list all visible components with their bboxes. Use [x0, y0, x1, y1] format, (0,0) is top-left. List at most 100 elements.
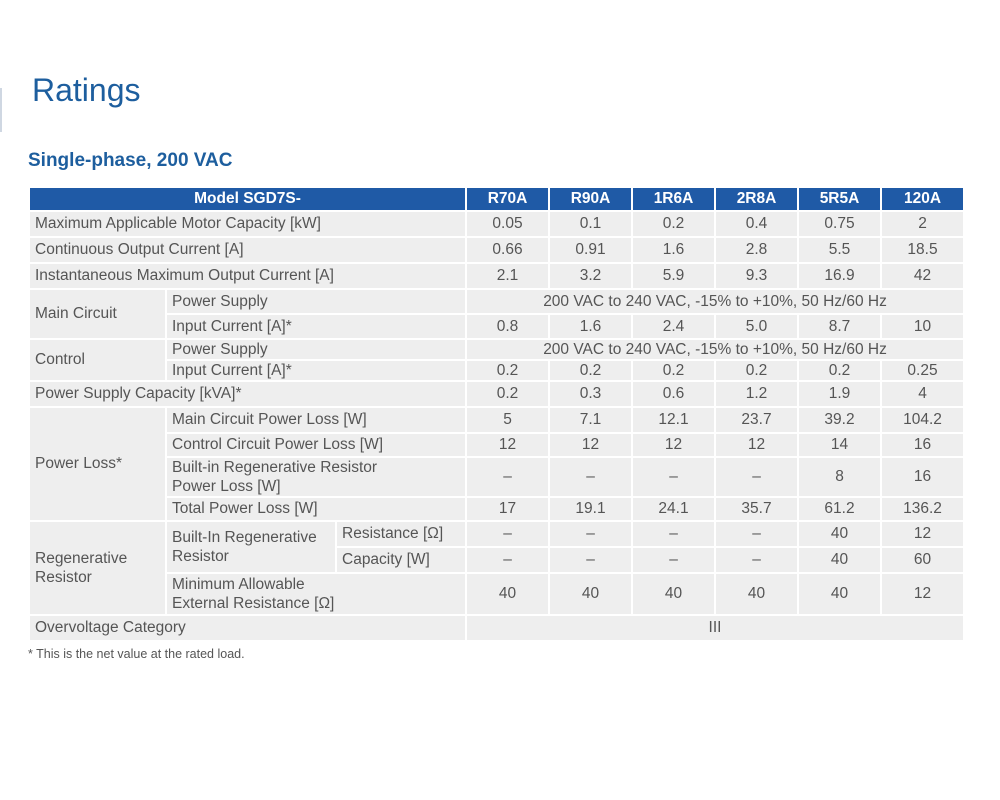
row-label: Total Power Loss [W] — [164, 496, 468, 522]
table-cell: 12 — [631, 432, 717, 458]
row-label: Input Current [A]* — [164, 359, 468, 382]
table-cell: 40 — [548, 572, 634, 616]
table-cell: 14 — [797, 432, 883, 458]
table-cell: 42 — [880, 262, 966, 290]
table-cell: 40 — [797, 546, 883, 574]
table-row-min-external-resistance: Minimum Allowable External Resistance [Ω… — [29, 572, 966, 616]
row-label: Minimum Allowable External Resistance [Ω… — [164, 572, 468, 616]
table-cell: – — [631, 456, 717, 498]
table-cell: 12 — [548, 432, 634, 458]
section-title: Single-phase, 200 VAC — [28, 150, 233, 171]
header-model-r70a: R70A — [465, 186, 551, 212]
page-title: Ratings — [32, 72, 141, 108]
table-row-instantaneous-max-current: Instantaneous Maximum Output Current [A]… — [27, 262, 966, 290]
table-row-main-circuit-power-loss: Power Loss* Main Circuit Power Loss [W] … — [28, 406, 966, 522]
table-cell: 24.1 — [631, 496, 717, 522]
table-cell: – — [548, 456, 634, 498]
header-model-5r5a: 5R5A — [797, 186, 883, 212]
table-cell: 9.3 — [714, 262, 800, 290]
table-cell-merged: 200 VAC to 240 VAC, -15% to +10%, 50 Hz/… — [465, 288, 966, 315]
table-cell: 0.66 — [465, 236, 551, 264]
row-label: Continuous Output Current [A] — [27, 236, 468, 264]
table-cell: 0.8 — [465, 313, 551, 340]
table-cell: – — [548, 546, 634, 574]
page-edge-mark — [0, 88, 2, 132]
table-row-main-circuit-power-supply: Main Circuit Power Supply 200 VAC to 240… — [28, 288, 966, 340]
table-cell: 0.2 — [714, 359, 800, 382]
row-label: Built-in Regenerative Resistor Power Los… — [164, 456, 468, 498]
table-cell: 61.2 — [797, 496, 883, 522]
table-cell: – — [714, 520, 800, 548]
table-cell-merged: III — [465, 614, 966, 642]
table-cell: 5.9 — [631, 262, 717, 290]
table-cell: 16 — [880, 456, 966, 498]
table-cell: 2.1 — [465, 262, 551, 290]
table-cell: 0.6 — [631, 380, 717, 408]
table-cell: 0.2 — [631, 359, 717, 382]
table-cell: 5 — [465, 406, 551, 434]
table-cell: 3.2 — [548, 262, 634, 290]
table-cell: 40 — [797, 572, 883, 616]
subgroup-label-line: Resistor — [172, 548, 229, 565]
table-cell-merged: 200 VAC to 240 VAC, -15% to +10%, 50 Hz/… — [465, 338, 966, 361]
table-cell: – — [631, 520, 717, 548]
table-cell: 1.9 — [797, 380, 883, 408]
table-row-regen-capacity: Capacity [W] – – – – 40 60 — [29, 546, 966, 574]
table-cell: 0.1 — [548, 210, 634, 238]
subgroup-label-line: Built-In Regenerative — [172, 529, 317, 546]
table-cell: 12.1 — [631, 406, 717, 434]
table-cell: 0.2 — [548, 359, 634, 382]
group-label-line: Resistor — [35, 569, 92, 586]
row-label: Power Supply — [164, 338, 468, 361]
header-model-120a: 120A — [880, 186, 966, 212]
table-cell: 12 — [880, 572, 966, 616]
row-label: Capacity [W] — [334, 546, 468, 574]
table-cell: 18.5 — [880, 236, 966, 264]
row-label-line: External Resistance [Ω] — [172, 595, 335, 612]
group-label-main-circuit: Main Circuit — [28, 288, 167, 340]
table-cell: 0.25 — [880, 359, 966, 382]
row-label-line: Built-in Regenerative Resistor — [172, 459, 378, 476]
table-cell: 0.2 — [465, 359, 551, 382]
table-cell: 12 — [714, 432, 800, 458]
table-cell: 35.7 — [714, 496, 800, 522]
table-cell: 40 — [797, 520, 883, 548]
row-label: Main Circuit Power Loss [W] — [164, 406, 468, 434]
row-label: Overvoltage Category — [27, 614, 468, 642]
table-cell: 0.2 — [465, 380, 551, 408]
table-cell: 5.0 — [714, 313, 800, 340]
table-row-control-power-supply: Control Power Supply 200 VAC to 240 VAC,… — [28, 338, 966, 382]
row-label: Control Circuit Power Loss [W] — [164, 432, 468, 458]
header-model: Model SGD7S- — [27, 186, 468, 212]
table-cell: 1.2 — [714, 380, 800, 408]
table-cell: 2 — [880, 210, 966, 238]
table-cell: 5.5 — [797, 236, 883, 264]
table-cell: 1.6 — [631, 236, 717, 264]
group-label-regenerative-resistor: Regenerative Resistor — [28, 520, 167, 616]
table-cell: 2.8 — [714, 236, 800, 264]
group-label-line: Regenerative — [35, 550, 128, 567]
ratings-table: Model SGD7S- R70A R90A 1R6A 2R8A 5R5A 12… — [27, 186, 966, 642]
row-label: Instantaneous Maximum Output Current [A] — [27, 262, 468, 290]
table-cell: 40 — [465, 572, 551, 616]
table-cell: – — [714, 546, 800, 574]
table-cell: 17 — [465, 496, 551, 522]
table-row-regen-resistor-power-loss: Built-in Regenerative Resistor Power Los… — [29, 456, 966, 498]
header-model-1r6a: 1R6A — [631, 186, 717, 212]
table-row-control-circuit-power-loss: Control Circuit Power Loss [W] 12 12 12 … — [29, 432, 966, 458]
table-cell: 0.4 — [714, 210, 800, 238]
table-cell: 16 — [880, 432, 966, 458]
table-cell: – — [631, 546, 717, 574]
table-cell: – — [465, 546, 551, 574]
table-cell: 0.2 — [631, 210, 717, 238]
table-row-power-supply-capacity: Power Supply Capacity [kVA]* 0.2 0.3 0.6… — [27, 380, 966, 408]
header-model-2r8a: 2R8A — [714, 186, 800, 212]
table-cell: 1.6 — [548, 313, 634, 340]
footnote: * This is the net value at the rated loa… — [28, 647, 245, 661]
row-label-line: Minimum Allowable — [172, 576, 305, 593]
table-row-max-motor-capacity: Maximum Applicable Motor Capacity [kW] 0… — [27, 210, 966, 238]
row-label-line: Power Loss [W] — [172, 478, 281, 495]
row-label: Power Supply — [164, 288, 468, 315]
table-cell: 12 — [465, 432, 551, 458]
table-row-total-power-loss: Total Power Loss [W] 17 19.1 24.1 35.7 6… — [29, 496, 966, 522]
